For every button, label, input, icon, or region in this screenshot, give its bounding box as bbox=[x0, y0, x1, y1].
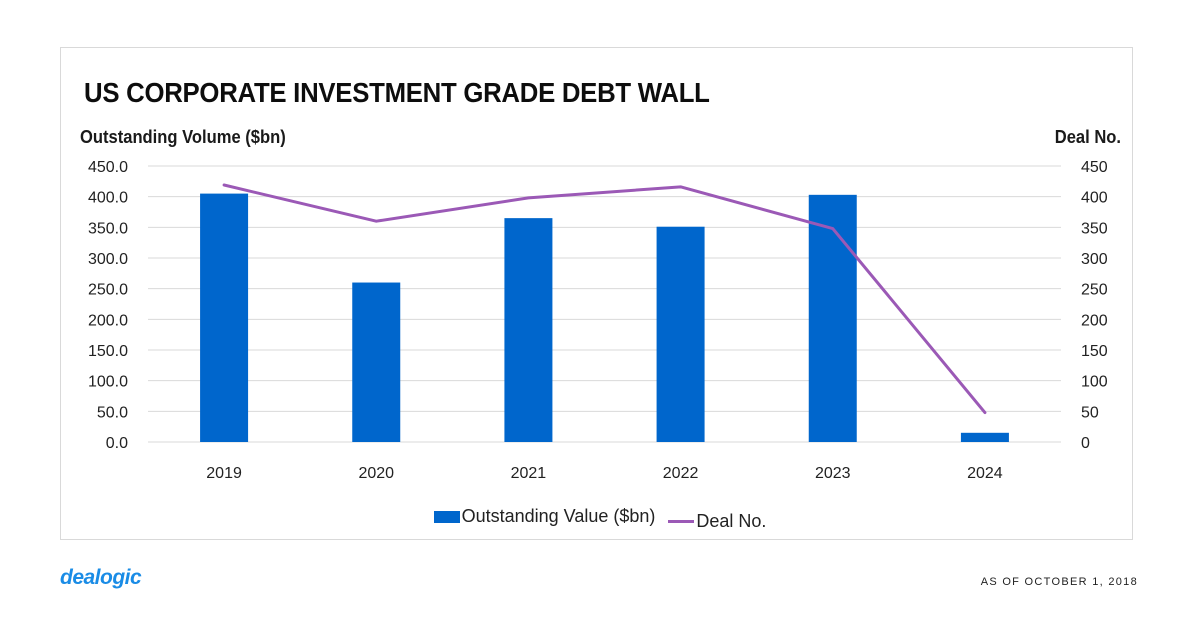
y-tick-label-left: 100.0 bbox=[88, 374, 128, 391]
x-tick-label: 2021 bbox=[511, 465, 547, 482]
x-tick-label: 2020 bbox=[358, 465, 394, 482]
bar-2021 bbox=[504, 218, 553, 442]
bar-series bbox=[200, 193, 1009, 442]
line-series bbox=[222, 183, 987, 415]
legend-line-swatch-icon bbox=[668, 519, 695, 523]
as-of-date: AS OF OCTOBER 1, 2018 bbox=[980, 576, 1138, 588]
y-tick-label-left: 400.0 bbox=[88, 190, 128, 207]
bar-2019 bbox=[200, 193, 249, 442]
y-tick-label-left: 300.0 bbox=[88, 251, 128, 268]
legend-item-deal-no: Deal No. bbox=[660, 511, 766, 532]
bar-2020 bbox=[352, 282, 401, 442]
y-tick-label-right: 400 bbox=[1081, 190, 1108, 207]
legend-label: Outstanding Value ($bn) bbox=[461, 506, 656, 526]
y-tick-label-left: 450.0 bbox=[88, 159, 128, 176]
legend-bar-swatch-icon bbox=[433, 510, 460, 523]
y-tick-label-right: 200 bbox=[1081, 312, 1108, 329]
dealogic-logo: dealogic bbox=[60, 566, 142, 589]
y-tick-label-right: 150 bbox=[1081, 343, 1108, 360]
y-axis-title-right: Deal No. bbox=[1054, 127, 1121, 147]
bar-2023 bbox=[808, 194, 857, 442]
x-axis: 2019 2020 2021 2022 2023 2024 bbox=[206, 465, 1003, 482]
y-axis-right: 0 50 100 150 200 250 300 350 400 450 bbox=[1081, 159, 1108, 452]
y-tick-label-left: 150.0 bbox=[88, 343, 128, 360]
bar-2022 bbox=[656, 226, 705, 442]
y-tick-label-right: 50 bbox=[1081, 404, 1099, 421]
y-tick-label-right: 250 bbox=[1081, 282, 1108, 299]
chart-title: US CORPORATE INVESTMENT GRADE DEBT WALL bbox=[84, 77, 710, 108]
y-tick-label-right: 300 bbox=[1081, 251, 1108, 268]
legend: Outstanding Value ($bn) Deal No. bbox=[0, 506, 1200, 532]
deal-no-line bbox=[222, 183, 987, 415]
x-tick-label: 2023 bbox=[815, 465, 851, 482]
y-tick-label-right: 100 bbox=[1081, 374, 1108, 391]
x-tick-label: 2022 bbox=[663, 465, 699, 482]
y-tick-label-left: 50.0 bbox=[97, 404, 128, 421]
y-tick-label-left: 0.0 bbox=[106, 435, 128, 452]
y-axis-left: 0.0 50.0 100.0 150.0 200.0 250.0 300.0 350.0 400… bbox=[88, 159, 128, 452]
legend-item-outstanding-value: Outstanding Value ($bn) bbox=[433, 506, 656, 527]
gridlines bbox=[148, 165, 1061, 443]
x-tick-label: 2024 bbox=[967, 465, 1003, 482]
y-tick-label-left: 250.0 bbox=[88, 282, 128, 299]
y-axis-title-left: Outstanding Volume ($bn) bbox=[80, 127, 286, 147]
y-tick-label-right: 450 bbox=[1081, 159, 1108, 176]
y-tick-label-left: 350.0 bbox=[88, 220, 128, 237]
y-tick-label-right: 350 bbox=[1081, 220, 1108, 237]
y-tick-label-right: 0 bbox=[1081, 435, 1090, 452]
x-tick-label: 2019 bbox=[206, 465, 242, 482]
legend-label: Deal No. bbox=[696, 510, 767, 531]
y-tick-label-left: 200.0 bbox=[88, 312, 128, 329]
bar-2024 bbox=[960, 432, 1009, 442]
